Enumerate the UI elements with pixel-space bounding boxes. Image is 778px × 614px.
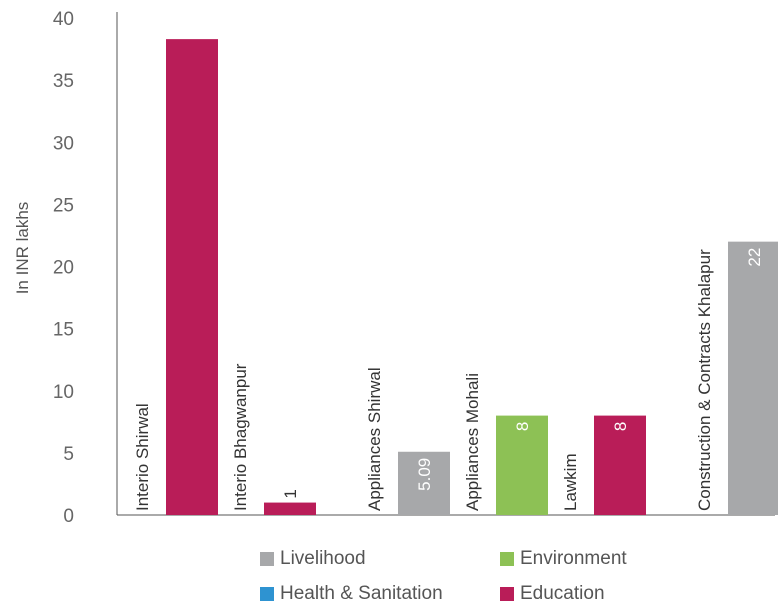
bar <box>166 39 218 516</box>
bar <box>398 451 450 515</box>
legend-label: Health & Sanitation <box>280 583 443 604</box>
bar-value-label: 1 <box>281 489 300 498</box>
y-tick-label: 35 <box>53 71 74 92</box>
y-tick-label: 30 <box>53 133 74 154</box>
y-tick-label: 25 <box>53 195 74 216</box>
bar-category-label: Construction & Contracts Khalapur <box>695 249 714 511</box>
legend-swatch-health-sanitation <box>260 587 274 601</box>
y-tick-label: 0 <box>63 506 74 527</box>
bar-value-label: 8 <box>611 422 630 431</box>
bar-value-label: 22 <box>745 248 764 267</box>
y-tick-label: 20 <box>53 258 74 279</box>
y-tick-label: 5 <box>63 444 74 465</box>
y-tick-label: 10 <box>53 382 74 403</box>
legend-item-environment: Environment <box>500 548 720 570</box>
legend: Livelihood Environment Health & Sanitati… <box>260 548 720 605</box>
legend-item-health-sanitation: Health & Sanitation <box>260 583 500 605</box>
bar <box>496 415 548 515</box>
bar-category-label: Interio Shirwal <box>133 403 152 511</box>
y-tick-label: 40 <box>53 9 74 30</box>
bar-category-label: Interio Bhagwanpur <box>231 363 250 511</box>
y-axis-title: In INR lakhs <box>13 202 32 295</box>
bar-value-label: 8 <box>513 422 532 431</box>
bar <box>594 415 646 515</box>
bar <box>728 241 778 515</box>
bar-category-label: Appliances Mohali <box>463 373 482 511</box>
y-tick-label: 15 <box>53 320 74 341</box>
bar <box>264 502 316 515</box>
bars: Interio Shirwal Interio Bhagwanpur 1 Applia… <box>133 39 778 516</box>
y-axis: 0 5 10 15 20 25 30 35 40 <box>53 9 775 527</box>
legend-swatch-education <box>500 587 514 601</box>
legend-label: Environment <box>520 548 627 569</box>
bar-value-label: 5.09 <box>415 458 434 491</box>
bar-category-label: Appliances Shirwal <box>365 367 384 511</box>
legend-label: Education <box>520 583 605 604</box>
bar-category-label: Lawkim <box>561 453 580 511</box>
legend-item-education: Education <box>500 583 720 605</box>
legend-label: Livelihood <box>280 548 366 569</box>
legend-swatch-livelihood <box>260 552 274 566</box>
legend-item-livelihood: Livelihood <box>260 548 500 570</box>
legend-swatch-environment <box>500 552 514 566</box>
